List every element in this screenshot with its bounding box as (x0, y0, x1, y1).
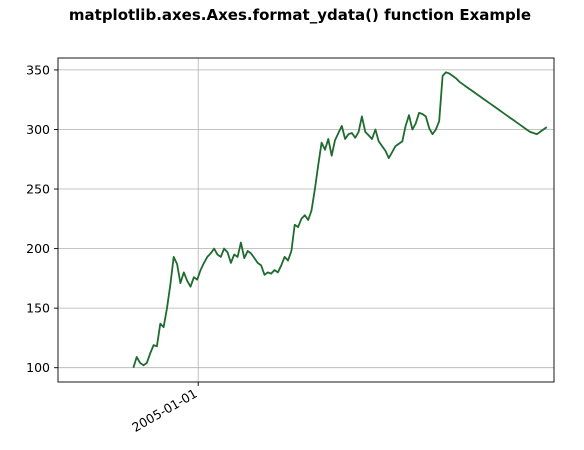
y-tick-label: 100 (26, 360, 50, 375)
series-layer (132, 71, 548, 368)
y-tick-label: 150 (26, 301, 50, 316)
y-tick-label: 300 (26, 122, 50, 137)
y-tick-label: 200 (26, 241, 50, 256)
ticks (54, 69, 199, 386)
series-line (132, 71, 548, 368)
y-tick-label: 250 (26, 182, 50, 197)
y-tick-label: 350 (26, 62, 50, 77)
x-tick-label: 2005-01-01 (129, 386, 199, 435)
axes-frame (57, 57, 555, 383)
grid (58, 58, 554, 382)
chart-title: matplotlib.axes.Axes.format_ydata() func… (69, 6, 531, 24)
